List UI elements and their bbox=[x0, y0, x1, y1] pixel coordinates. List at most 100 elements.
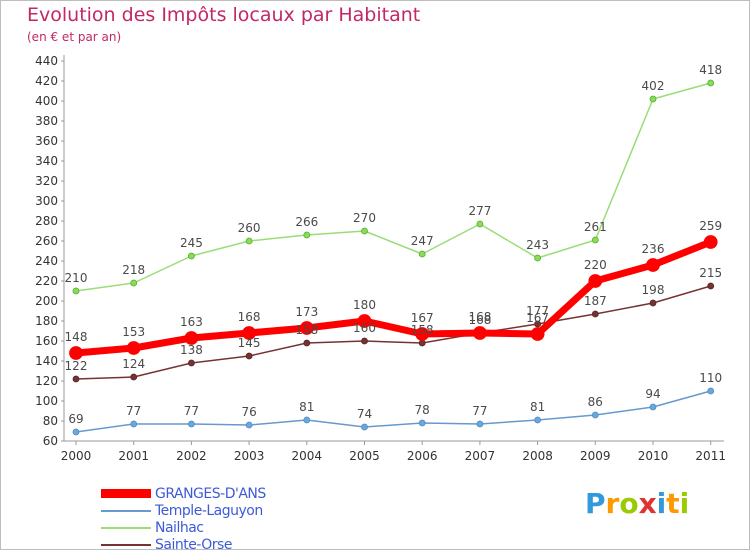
data-label: 168 bbox=[468, 310, 491, 324]
data-point bbox=[530, 327, 545, 341]
data-label: 277 bbox=[468, 204, 491, 218]
data-label: 243 bbox=[526, 238, 549, 252]
y-tick-label: 80 bbox=[43, 414, 58, 428]
data-label: 245 bbox=[180, 236, 203, 250]
data-point bbox=[534, 254, 541, 262]
y-tick-label: 380 bbox=[35, 114, 58, 128]
data-label: 81 bbox=[530, 400, 545, 414]
logo-letter: x bbox=[638, 487, 657, 520]
data-point bbox=[126, 341, 141, 355]
data-point bbox=[707, 282, 715, 290]
data-point bbox=[418, 250, 426, 258]
logo-letter: r bbox=[605, 487, 620, 520]
data-label: 402 bbox=[642, 79, 665, 93]
data-label: 158 bbox=[411, 323, 434, 337]
data-point bbox=[588, 274, 603, 288]
x-tick-label: 2001 bbox=[118, 449, 149, 463]
data-label: 167 bbox=[411, 311, 434, 325]
data-label: 168 bbox=[468, 313, 491, 327]
data-point bbox=[476, 420, 484, 428]
data-point bbox=[299, 321, 314, 335]
data-point bbox=[245, 237, 253, 245]
data-point bbox=[130, 279, 138, 287]
series-line bbox=[75, 238, 712, 357]
data-label: 145 bbox=[238, 336, 261, 350]
legend-swatch bbox=[101, 544, 151, 546]
y-tick-label: 360 bbox=[35, 134, 58, 148]
data-point bbox=[130, 420, 138, 428]
y-tick-label: 140 bbox=[35, 354, 58, 368]
data-point bbox=[245, 352, 253, 360]
x-tick-label: 2002 bbox=[176, 449, 207, 463]
data-label: 173 bbox=[295, 305, 318, 319]
x-tick-label: 2011 bbox=[695, 449, 726, 463]
data-label: 261 bbox=[584, 220, 607, 234]
logo-letter: i bbox=[679, 487, 690, 520]
legend-label: Temple-Laguyon bbox=[155, 503, 263, 519]
x-tick-label: 2009 bbox=[580, 449, 611, 463]
x-tick-label: 2006 bbox=[407, 449, 438, 463]
data-point bbox=[72, 287, 80, 295]
y-tick-label: 280 bbox=[35, 214, 58, 228]
data-point bbox=[649, 95, 657, 103]
proxiti-logo: Proxiti bbox=[585, 487, 689, 520]
data-label: 78 bbox=[415, 403, 430, 417]
data-label: 266 bbox=[295, 215, 318, 229]
data-label: 215 bbox=[699, 266, 722, 280]
logo-letter: i bbox=[656, 487, 667, 520]
legend-label: Nailhac bbox=[155, 520, 204, 536]
data-point bbox=[69, 346, 83, 360]
data-point bbox=[707, 387, 715, 395]
y-tick-label: 160 bbox=[35, 334, 58, 348]
data-point bbox=[130, 373, 138, 381]
data-point bbox=[303, 339, 311, 347]
y-tick-label: 200 bbox=[35, 294, 58, 308]
data-label: 187 bbox=[584, 294, 607, 308]
y-tick-label: 340 bbox=[35, 154, 58, 168]
data-label: 77 bbox=[472, 404, 487, 418]
data-point bbox=[591, 310, 599, 318]
data-label: 158 bbox=[295, 323, 318, 337]
data-point bbox=[534, 416, 541, 424]
y-tick-label: 320 bbox=[35, 174, 58, 188]
data-label: 163 bbox=[180, 315, 203, 329]
data-label: 220 bbox=[584, 258, 607, 272]
data-label: 210 bbox=[65, 271, 88, 285]
data-point bbox=[591, 236, 599, 244]
y-tick-label: 220 bbox=[35, 274, 58, 288]
y-tick-label: 260 bbox=[35, 234, 58, 248]
data-point bbox=[361, 227, 368, 235]
logo-letter: P bbox=[585, 487, 606, 520]
y-tick-label: 420 bbox=[35, 74, 58, 88]
data-point bbox=[187, 359, 195, 367]
y-tick-label: 440 bbox=[35, 54, 58, 68]
data-label: 260 bbox=[238, 221, 261, 235]
x-tick-label: 2003 bbox=[234, 449, 265, 463]
data-point bbox=[476, 220, 484, 228]
data-label: 74 bbox=[357, 407, 372, 421]
data-label: 418 bbox=[699, 63, 722, 77]
data-point bbox=[72, 375, 80, 383]
data-point bbox=[418, 419, 426, 427]
y-tick-label: 120 bbox=[35, 374, 58, 388]
legend-label: GRANGES-D'ANS bbox=[155, 486, 266, 502]
series-line bbox=[75, 390, 711, 433]
data-point bbox=[703, 235, 718, 249]
data-label: 270 bbox=[353, 211, 376, 225]
y-tick-label: 100 bbox=[35, 394, 58, 408]
y-tick-label: 300 bbox=[35, 194, 58, 208]
data-point bbox=[472, 326, 487, 340]
data-point bbox=[187, 252, 195, 260]
data-point bbox=[361, 423, 368, 431]
x-tick-label: 2008 bbox=[522, 449, 553, 463]
data-point bbox=[242, 326, 257, 340]
data-label: 153 bbox=[122, 325, 145, 339]
data-label: 77 bbox=[184, 404, 199, 418]
data-label: 160 bbox=[353, 321, 376, 335]
data-label: 198 bbox=[642, 283, 665, 297]
data-point bbox=[646, 258, 660, 272]
data-label: 148 bbox=[65, 330, 88, 344]
legend-swatch bbox=[101, 510, 151, 512]
series-line bbox=[75, 285, 711, 380]
